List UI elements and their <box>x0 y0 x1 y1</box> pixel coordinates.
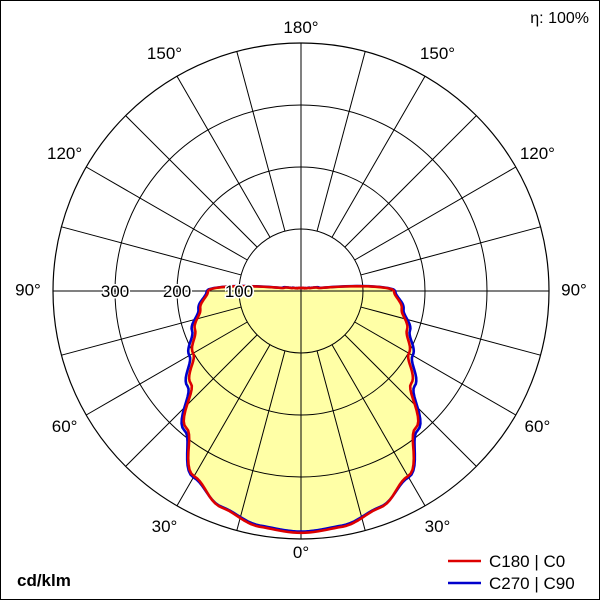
tick-labels: 0° 30° 30° 60° 60° 90° 90° 120° 120° 150° 150° 180°… <box>15 18 587 562</box>
curve-c180-c0 <box>182 284 420 535</box>
radial-label-200: 200 <box>163 282 191 301</box>
angle-label-120-right: 120° <box>520 144 555 163</box>
angle-label-30-right: 30° <box>425 517 451 536</box>
grid-spoke-30 <box>331 344 426 507</box>
grid-spoke-345 <box>236 350 286 531</box>
angle-label-0: 0° <box>293 543 309 562</box>
polar-grid <box>52 42 550 540</box>
grid-spoke-300 <box>85 321 248 416</box>
radial-label-100: 100 <box>225 282 253 301</box>
efficiency-label: η: 100% <box>530 10 589 27</box>
grid-spoke-240 <box>85 166 248 261</box>
grid-spoke-225 <box>125 115 258 248</box>
grid-spoke-150 <box>331 75 426 238</box>
grid-spoke-165 <box>316 51 366 232</box>
legend-label-c270-c90: C270 | C90 <box>489 574 575 593</box>
grid-spoke-135 <box>344 115 477 248</box>
grid-spoke-60 <box>354 321 517 416</box>
angle-label-120-left: 120° <box>47 144 82 163</box>
grid-spoke-285 <box>61 306 242 356</box>
grid-spoke-330 <box>176 344 271 507</box>
angle-label-150-left: 150° <box>147 44 182 63</box>
grid-spoke-105 <box>360 226 541 276</box>
grid-spoke-75 <box>360 306 541 356</box>
grid-spoke-15 <box>316 350 366 531</box>
grid-spoke-255 <box>61 226 242 276</box>
angle-label-180: 180° <box>283 18 318 37</box>
intensity-curves <box>180 284 422 535</box>
angle-label-90-right: 90° <box>561 280 587 299</box>
unit-label: cd/klm <box>17 571 71 590</box>
grid-spoke-195 <box>236 51 286 232</box>
angle-label-150-right: 150° <box>420 44 455 63</box>
grid-spoke-210 <box>176 75 271 238</box>
radial-label-300: 300 <box>101 282 129 301</box>
legend: C180 | C0 C270 | C90 <box>448 552 575 593</box>
angle-label-60-left: 60° <box>52 417 78 436</box>
angle-label-30-left: 30° <box>152 517 178 536</box>
grid-spoke-120 <box>354 166 517 261</box>
legend-label-c180-c0: C180 | C0 <box>489 552 565 571</box>
angle-label-60-right: 60° <box>525 417 551 436</box>
grid-spoke-315 <box>125 334 258 467</box>
angle-label-90-left: 90° <box>15 280 41 299</box>
grid-spoke-45 <box>344 334 477 467</box>
